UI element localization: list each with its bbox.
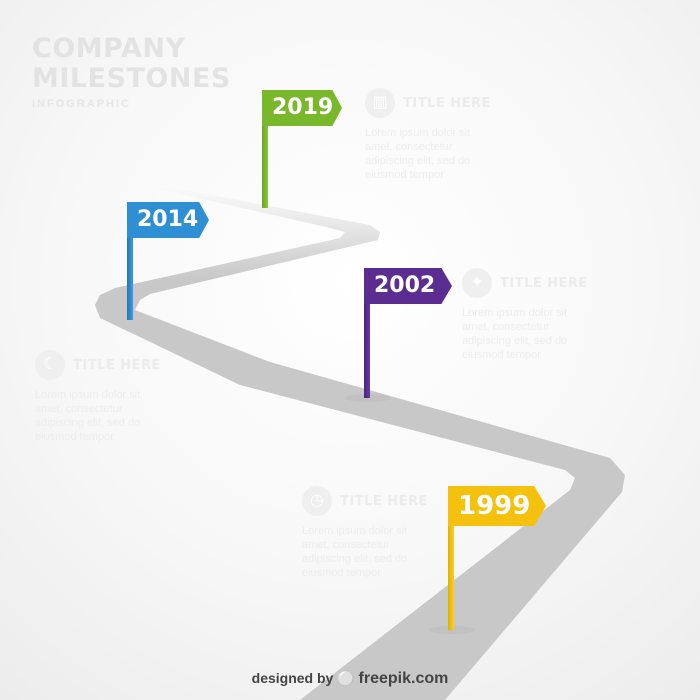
freepik-logo-icon: ⚪ bbox=[337, 670, 355, 686]
credit-brand[interactable]: freepik.com bbox=[358, 670, 449, 687]
moon-icon: ☾ bbox=[35, 350, 65, 380]
flag-banner-2019: 2019 bbox=[262, 90, 342, 126]
info-body: Lorem ipsum dolor sit amet, consectetur … bbox=[35, 389, 141, 443]
clock-icon: ◷ bbox=[302, 486, 332, 516]
flag-pole bbox=[127, 202, 133, 320]
flag-pole bbox=[448, 486, 454, 630]
info-body: Lorem ipsum dolor sit amet, consectetur … bbox=[302, 525, 408, 579]
flag-pole bbox=[262, 90, 268, 208]
road-segment-1 bbox=[95, 187, 625, 700]
chart-icon: ▥ bbox=[365, 88, 395, 118]
info-block-1999: ◷ TITLE HERE Lorem ipsum dolor sit amet,… bbox=[302, 486, 428, 580]
flag-pole bbox=[364, 268, 370, 398]
subtitle: INFOGRAPHIC bbox=[32, 98, 131, 110]
info-title: TITLE HERE bbox=[403, 95, 491, 111]
flag-shadow bbox=[428, 626, 476, 634]
title-line-2: MILESTONES bbox=[32, 63, 231, 94]
credit-prefix: designed by bbox=[251, 670, 334, 686]
designer-credit: designed by ⚪ freepik.com bbox=[0, 670, 700, 688]
info-body: Lorem ipsum dolor sit amet, consectetur … bbox=[365, 127, 471, 181]
flag-banner-1999: 1999 bbox=[448, 486, 546, 526]
title-line-1: COMPANY bbox=[32, 33, 186, 64]
flag-shadow bbox=[346, 394, 390, 402]
info-block-2014: ☾ TITLE HERE Lorem ipsum dolor sit amet,… bbox=[35, 350, 161, 444]
lightbulb-icon: ✦ bbox=[462, 268, 492, 298]
flag-banner-2002: 2002 bbox=[364, 268, 452, 304]
info-title: TITLE HERE bbox=[73, 357, 161, 373]
info-title: TITLE HERE bbox=[500, 275, 588, 291]
flag-banner-2014: 2014 bbox=[127, 202, 209, 238]
info-body: Lorem ipsum dolor sit amet, consectetur … bbox=[462, 307, 568, 361]
info-block-2019: ▥ TITLE HERE Lorem ipsum dolor sit amet,… bbox=[365, 88, 491, 182]
infographic-title: COMPANY MILESTONES INFOGRAPHIC bbox=[32, 33, 231, 111]
info-title: TITLE HERE bbox=[340, 493, 428, 509]
info-block-2002: ✦ TITLE HERE Lorem ipsum dolor sit amet,… bbox=[462, 268, 588, 362]
